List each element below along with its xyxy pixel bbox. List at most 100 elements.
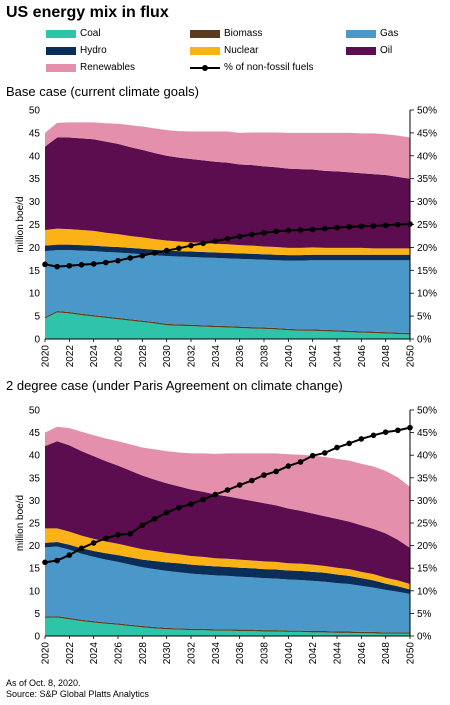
panel-1-title: Base case (current climate goals) bbox=[6, 84, 199, 99]
non-fossil-point bbox=[151, 516, 158, 522]
non-fossil-point bbox=[249, 477, 255, 484]
non-fossil-point bbox=[127, 255, 133, 261]
x-tick-label: 2048 bbox=[381, 642, 392, 665]
non-fossil-point bbox=[200, 496, 206, 503]
y-tick-label: 15 bbox=[29, 266, 41, 277]
y2-tick-label: 35% bbox=[417, 473, 437, 484]
y-tick-label: 30 bbox=[29, 496, 41, 507]
y2-tick-label: 10% bbox=[417, 289, 437, 300]
x-tick-label: 2028 bbox=[138, 345, 149, 368]
y-tick-label: 25 bbox=[29, 220, 41, 231]
legend-item-biomass: Biomass bbox=[190, 28, 262, 39]
non-fossil-point bbox=[273, 468, 279, 475]
chart-title: US energy mix in flux bbox=[6, 4, 169, 21]
y2-tick-label: 25% bbox=[417, 220, 437, 231]
non-fossil-point bbox=[358, 223, 365, 230]
non-fossil-point bbox=[261, 472, 267, 478]
legend-label: Gas bbox=[380, 28, 399, 39]
non-fossil-point bbox=[103, 259, 109, 266]
non-fossil-point bbox=[309, 226, 316, 233]
y-tick-label: 10 bbox=[29, 289, 41, 300]
y2-tick-label: 5% bbox=[417, 312, 432, 323]
legend-item-oil: Oil bbox=[346, 45, 392, 56]
x-tick-label: 2040 bbox=[284, 642, 295, 665]
panel-2-chart: 0 5 10 15 20 25 30 35 40 45 50 0% 5% 10% 15% 20% 25% 30% 3… bbox=[15, 406, 437, 665]
non-fossil-point bbox=[370, 432, 377, 439]
non-fossil-point bbox=[54, 263, 60, 270]
x-tick-label: 2046 bbox=[357, 345, 368, 368]
x-tick-label: 2020 bbox=[41, 345, 52, 368]
y-tick-label: 35 bbox=[29, 174, 41, 185]
x-tick-label: 2042 bbox=[308, 345, 319, 368]
area-oil bbox=[45, 137, 410, 249]
x-tick-label: 2050 bbox=[406, 345, 417, 368]
y-tick-label: 15 bbox=[29, 564, 41, 575]
footer-source: Source: S&P Global Platts Analytics bbox=[6, 689, 149, 699]
y2-tick-label: 30% bbox=[417, 197, 437, 208]
y-tick-label: 20 bbox=[29, 243, 41, 254]
non-fossil-point bbox=[261, 229, 267, 236]
area-coal bbox=[45, 617, 410, 636]
legend-swatch bbox=[46, 63, 76, 72]
x-tick-label: 2024 bbox=[89, 642, 100, 665]
non-fossil-point bbox=[176, 245, 182, 252]
non-fossil-point bbox=[358, 436, 365, 442]
non-fossil-point bbox=[407, 424, 413, 431]
area-biomass bbox=[45, 311, 410, 335]
y-tick-label: 5 bbox=[34, 609, 40, 620]
x-tick-label: 2050 bbox=[406, 642, 417, 665]
legend-swatch bbox=[46, 46, 76, 55]
non-fossil-point bbox=[322, 225, 328, 232]
x-tick-label: 2032 bbox=[187, 345, 198, 368]
non-fossil-point bbox=[66, 552, 73, 558]
legend-swatch bbox=[346, 29, 376, 38]
area-nuclear bbox=[45, 228, 410, 256]
y-tick-label: 45 bbox=[29, 128, 41, 139]
x-tick-label: 2028 bbox=[138, 642, 149, 665]
y-tick-label: 40 bbox=[29, 451, 41, 462]
legend-swatch bbox=[190, 63, 220, 73]
legend-label: Renewables bbox=[80, 62, 136, 73]
non-fossil-point bbox=[115, 257, 121, 264]
legend-label: Oil bbox=[380, 45, 393, 56]
y-tick-label: 0 bbox=[34, 632, 40, 643]
non-fossil-point bbox=[188, 501, 194, 507]
non-fossil-point bbox=[395, 221, 401, 228]
x-tick-label: 2026 bbox=[114, 642, 125, 665]
non-fossil-point bbox=[224, 487, 231, 493]
non-fossil-point bbox=[346, 223, 352, 230]
area-hydro bbox=[45, 541, 410, 594]
non-fossil-point bbox=[249, 231, 255, 238]
y-tick-label: 50 bbox=[29, 106, 41, 117]
non-fossil-point bbox=[139, 252, 146, 259]
x-tick-label: 2044 bbox=[333, 345, 344, 368]
non-fossil-point bbox=[273, 228, 279, 235]
y-tick-label: 45 bbox=[29, 428, 41, 439]
non-fossil-point bbox=[163, 509, 170, 516]
non-fossil-point bbox=[54, 557, 60, 564]
non-fossil-point bbox=[42, 261, 48, 268]
x-tick-label: 2036 bbox=[235, 345, 246, 368]
non-fossil-point bbox=[395, 427, 401, 434]
y2-tick-label: 30% bbox=[417, 496, 437, 507]
non-fossil-point bbox=[212, 238, 219, 244]
y2-tick-label: 10% bbox=[417, 586, 437, 597]
y2-tick-label: 15% bbox=[417, 564, 437, 575]
x-tick-label: 2044 bbox=[333, 642, 344, 665]
y2-tick-label: 40% bbox=[417, 451, 437, 462]
y2-tick-label: 5% bbox=[417, 609, 432, 620]
x-tick-label: 2020 bbox=[41, 642, 52, 665]
legend-item-renewables: Renewables bbox=[46, 62, 135, 73]
area-coal bbox=[45, 312, 410, 339]
legend-item-gas: Gas bbox=[346, 28, 398, 39]
non-fossil-point bbox=[297, 227, 304, 233]
non-fossil-point bbox=[309, 452, 316, 459]
panel-1-chart: 0 5 10 15 20 25 30 35 40 45 50 0% 5% 10% 15% 20% 25% 30% 3… bbox=[15, 106, 437, 368]
y2-tick-label: 50% bbox=[417, 406, 437, 417]
legend: Coal Biomass Gas Hydro Nuclear Oil Renewables%… bbox=[6, 28, 446, 78]
x-tick-label: 2042 bbox=[308, 642, 319, 665]
non-fossil-point bbox=[188, 242, 194, 249]
non-fossil-point bbox=[285, 463, 292, 469]
x-tick-label: 2022 bbox=[65, 345, 76, 368]
y-tick-label: 0 bbox=[34, 335, 40, 346]
